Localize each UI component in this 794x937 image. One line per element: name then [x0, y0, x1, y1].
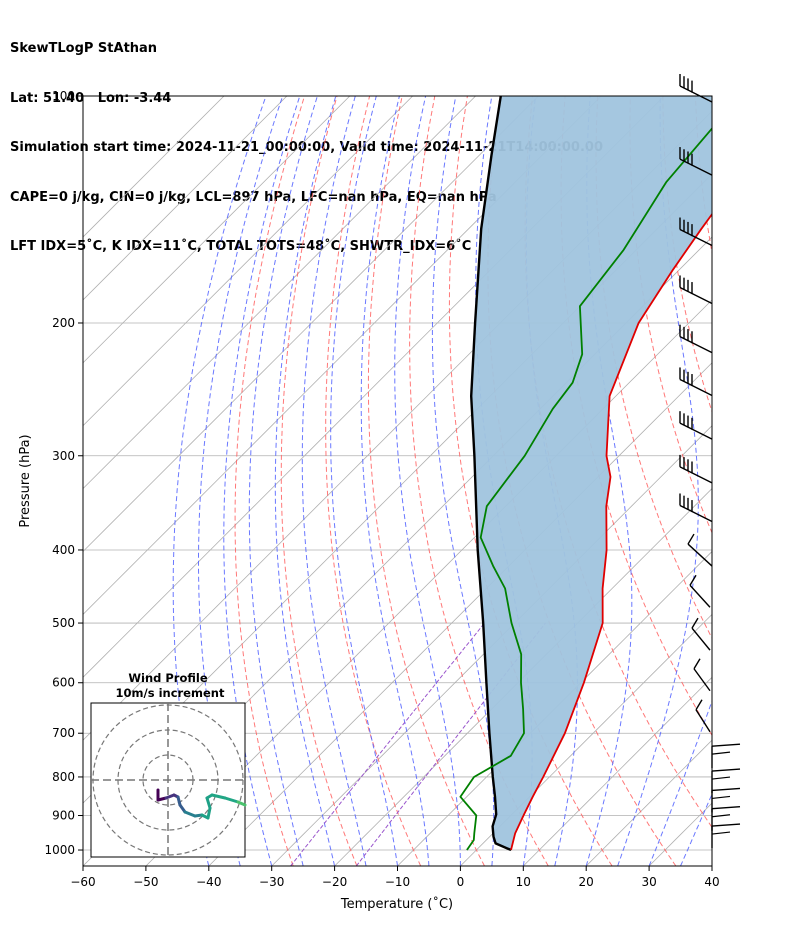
- moist-adiabat-line: [223, 96, 301, 866]
- moist-adiabat-line: [648, 699, 712, 866]
- hodograph-segment: [206, 806, 212, 820]
- cape-area-layer: [471, 96, 712, 850]
- x-tick-label: −60: [70, 875, 95, 889]
- wind-barb: [679, 217, 713, 247]
- moist-adiabat-line: [301, 96, 367, 866]
- hodograph-segment: [183, 810, 197, 818]
- y-tick-label: 200: [52, 316, 75, 330]
- moist-adiabat-line: [394, 96, 461, 866]
- moist-adiabat-line: [744, 96, 794, 866]
- index-line: LFT IDX=5˚C, K IDX=11˚C, TOTAL TOTS=48˚C…: [10, 239, 472, 254]
- hodograph-segment: [223, 796, 240, 804]
- parcel-profile-line: [470, 96, 512, 852]
- location-line: Lat: 51.40 Lon: -3.44: [10, 90, 172, 106]
- isotherm-line: [83, 96, 665, 678]
- wind-barb: [679, 367, 713, 397]
- y-tick-label: 600: [52, 676, 75, 690]
- x-tick-label: −20: [322, 875, 347, 889]
- isotherm-line: [271, 425, 712, 866]
- x-tick-label: −10: [385, 875, 410, 889]
- dry-adiabat-line: [234, 96, 305, 866]
- isotherm-line: [83, 96, 476, 490]
- y-tick-label: 100: [52, 89, 75, 103]
- wind-barb: [711, 743, 741, 769]
- hodograph-segment: [205, 796, 212, 810]
- y-tick-label: 400: [52, 543, 75, 557]
- chart-title: SkewTLogP StAthan: [10, 41, 158, 56]
- inset-title: Wind Profile: [128, 671, 208, 685]
- profile-lines-layer: [459, 96, 712, 852]
- x-tick-label: −40: [196, 875, 221, 889]
- moist-adiabat-line: [274, 96, 337, 866]
- y-tick-label: 500: [52, 616, 75, 630]
- moist-adiabat-line: [431, 96, 495, 866]
- isotherm-line: [397, 550, 712, 866]
- y-tick-label: 1000: [44, 843, 75, 857]
- wind-profile-inset: Wind Profile 10m/s increment: [90, 671, 247, 858]
- wind-barb: [679, 454, 713, 484]
- wind-barb: [693, 658, 711, 692]
- y-tick-label: 900: [52, 809, 75, 823]
- y-tick-label: 300: [52, 449, 75, 463]
- axes-layer: −60 −50 −40 −30 −20 −10 0 10 20 30 40 100 200 300 400 5…: [44, 89, 719, 889]
- wind-barb: [679, 147, 713, 176]
- dry-adiabat-line: [662, 96, 712, 414]
- inset-subtitle: 10m/s increment: [116, 686, 225, 700]
- x-tick-label: −50: [133, 875, 158, 889]
- x-axis-label: Temperature (˚C): [340, 896, 453, 912]
- dry-adiabat-line: [728, 96, 794, 866]
- isotherm-line: [83, 96, 413, 427]
- wind-barb: [679, 74, 713, 103]
- hodograph-segment: [210, 793, 227, 800]
- wind-barb: [711, 823, 741, 849]
- wind-barb: [679, 275, 713, 305]
- temperature-profile-line: [510, 212, 712, 851]
- wind-barb: [679, 324, 713, 354]
- dry-adiabat-line: [595, 96, 712, 640]
- cape-line: CAPE=0 j/kg, CIN=0 j/kg, LCL=897 hPa, LF…: [10, 189, 497, 205]
- chart-title-block: SkewTLogP StAthan Lat: 51.40 Lon: -3.44 …: [10, 8, 603, 272]
- cape-cin-area: [471, 96, 712, 850]
- x-tick-label: 30: [641, 875, 656, 889]
- dry-adiabat-line: [367, 96, 485, 866]
- isotherm-line: [648, 802, 712, 866]
- moist-adiabat-line: [198, 96, 284, 866]
- x-tick-label: −30: [259, 875, 284, 889]
- dry-adiabat-line: [325, 96, 422, 866]
- x-tick-label: 0: [457, 875, 465, 889]
- isotherm-line: [83, 110, 712, 741]
- wind-barb: [711, 806, 741, 831]
- isotherm-line: [585, 739, 712, 866]
- moist-adiabat-line: [248, 96, 318, 866]
- isotherm-line: [523, 676, 712, 866]
- dry-adiabat-line: [761, 96, 794, 866]
- wind-barb: [689, 574, 711, 608]
- x-tick-label: 40: [704, 875, 719, 889]
- isotherm-line: [83, 96, 602, 615]
- moist-adiabat-line: [360, 96, 430, 866]
- y-tick-label: 800: [52, 770, 75, 784]
- moist-adiabat-line: [617, 96, 699, 866]
- dewpoint-profile-line: [459, 127, 712, 851]
- y-axis-label: Pressure (hPa): [18, 434, 33, 527]
- hodograph-segment: [236, 800, 247, 807]
- isotherm-line: [711, 865, 712, 866]
- moist-adiabat-line: [330, 96, 398, 866]
- wind-barb: [691, 617, 711, 651]
- x-tick-label: 20: [579, 875, 594, 889]
- moist-adiabat-line: [680, 792, 712, 866]
- wind-barb: [679, 411, 713, 440]
- wind-barb: [695, 699, 711, 733]
- y-tick-label: 700: [52, 726, 75, 740]
- moist-adiabat-line: [711, 864, 712, 866]
- x-tick-label: 10: [516, 875, 531, 889]
- wind-barb: [687, 533, 713, 567]
- wind-barb: [679, 493, 713, 523]
- moist-adiabat-line: [172, 96, 267, 866]
- dry-adiabat-line: [280, 96, 358, 866]
- isotherm-line: [83, 96, 539, 553]
- mixing-ratio-line: [290, 622, 485, 866]
